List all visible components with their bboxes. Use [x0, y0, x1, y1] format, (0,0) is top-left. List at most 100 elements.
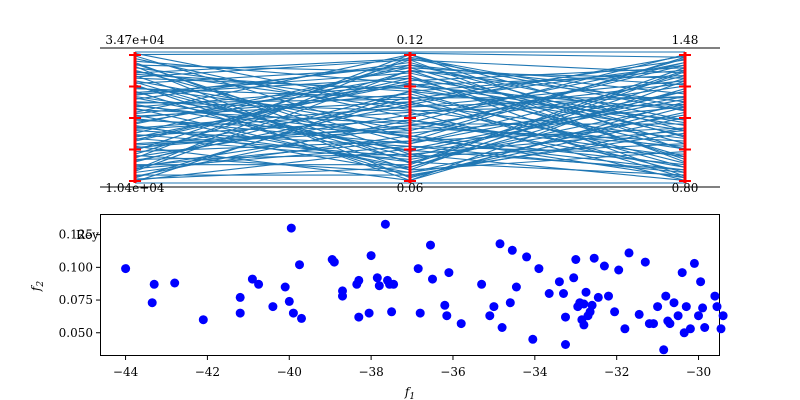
pc-axes [129, 52, 691, 183]
scatter-point [718, 311, 728, 321]
scatter-point [561, 340, 570, 349]
scatter-point [440, 300, 450, 310]
scatter-point [121, 264, 131, 274]
scatter-point [700, 323, 710, 332]
pc-axis-labels: 3.47e+04 1.04e+04 0.12 0.06 1.48 0.80 [105, 33, 698, 195]
scatter-x-tick-label: −30 [686, 365, 711, 379]
scatter-point [413, 264, 423, 274]
scatter-point [624, 248, 634, 258]
scatter-point [689, 258, 699, 268]
pc-axis-top-label: 1.48 [672, 33, 699, 47]
scatter-point [170, 278, 180, 288]
scatter-point [685, 324, 695, 334]
scatter-point [661, 291, 671, 301]
scatter-point [610, 307, 620, 317]
scatter-point [581, 287, 591, 297]
scatter-point [495, 239, 505, 249]
pc-axis-top-label: 3.47e+04 [105, 33, 165, 47]
scatter-point [677, 268, 687, 278]
scatter-x-tick-label: −36 [440, 365, 465, 379]
scatter-point [640, 257, 650, 267]
scatter-point [696, 277, 706, 287]
scatter-point [528, 334, 538, 344]
pc-axis-top-label: 0.12 [397, 33, 424, 47]
scatter-point [673, 311, 683, 321]
scatter-point [372, 273, 382, 283]
scatter-point [366, 251, 376, 261]
scatter-point [593, 292, 603, 302]
scatter-plot: −44 −42 −40 −38 −36 −34 −32 −30 0.050 0.075 0.100… [29, 214, 728, 400]
scatter-x-tick-label: −40 [277, 365, 302, 379]
pc-axis-bottom-label: 0.80 [672, 181, 699, 195]
scatter-point [522, 252, 532, 262]
scatter-x-tick-label: −34 [522, 365, 548, 379]
scatter-point [297, 313, 306, 323]
scatter-point [442, 311, 452, 321]
scatter-point [712, 302, 722, 312]
scatter-point [149, 279, 159, 289]
scatter-point [444, 268, 454, 278]
scatter-point [694, 311, 703, 321]
scatter-y-tick-label: 0.125 [59, 228, 93, 242]
scatter-y-tick-label: 0.075 [59, 293, 93, 307]
scatter-point [604, 291, 613, 301]
scatter-point [511, 282, 521, 292]
scatter-y-ticks: 0.050 0.075 0.100 0.125 [59, 228, 101, 340]
scatter-point [649, 319, 658, 329]
scatter-x-tick-label: −32 [604, 365, 629, 379]
scatter-x-ticks: −44 −42 −40 −38 −36 −34 −32 −30 [113, 355, 711, 379]
scatter-point [665, 319, 675, 329]
scatter-point [387, 307, 397, 317]
scatter-point [569, 273, 579, 283]
scatter-point [374, 281, 384, 291]
scatter-point [614, 265, 624, 275]
scatter-point [456, 319, 466, 329]
scatter-point [428, 274, 437, 284]
scatter-point [681, 302, 691, 312]
scatter-point [698, 303, 708, 313]
scatter-point [280, 282, 290, 292]
scatter-point [286, 223, 296, 233]
scatter-point [669, 298, 679, 308]
scatter-point [485, 311, 495, 321]
parallel-coordinates-plot: 3.47e+04 1.04e+04 0.12 0.06 1.48 0.80 Rey [76, 33, 720, 242]
scatter-x-tick-label: −42 [195, 365, 220, 379]
scatter-point [415, 308, 425, 318]
scatter-point [716, 324, 726, 334]
pc-axis-bottom-label: 0.06 [397, 181, 424, 195]
scatter-x-label: f1 [404, 385, 415, 400]
scatter-x-tick-label: −44 [113, 365, 139, 379]
scatter-point [489, 302, 499, 312]
scatter-point [620, 324, 630, 334]
scatter-point [338, 291, 347, 301]
scatter-point [534, 264, 544, 274]
pc-overlay-text: Rey [76, 228, 99, 242]
scatter-point [268, 302, 278, 312]
scatter-point [599, 261, 609, 271]
scatter-frame [100, 214, 720, 356]
scatter-point [659, 345, 669, 355]
scatter-point [507, 245, 517, 255]
scatter-point [477, 279, 487, 289]
scatter-point [710, 291, 720, 301]
scatter-point [389, 279, 399, 289]
scatter-point [247, 274, 257, 284]
scatter-point [559, 289, 568, 298]
scatter-point [554, 277, 564, 287]
scatter-point [284, 296, 294, 306]
scatter-point [354, 312, 364, 322]
scatter-x-tick-label: −38 [358, 365, 383, 379]
scatter-point [380, 219, 390, 229]
pc-axis-bottom-label: 1.04e+04 [105, 181, 165, 195]
scatter-point [147, 298, 157, 308]
scatter-point [497, 323, 507, 332]
scatter-point [544, 289, 554, 298]
scatter-y-tick-label: 0.050 [59, 326, 93, 340]
scatter-y-label: f2 [29, 281, 46, 292]
scatter-point [288, 308, 298, 318]
scatter-point [364, 308, 374, 318]
scatter-point [198, 315, 208, 325]
scatter-point [505, 298, 515, 308]
scatter-point [254, 279, 264, 289]
